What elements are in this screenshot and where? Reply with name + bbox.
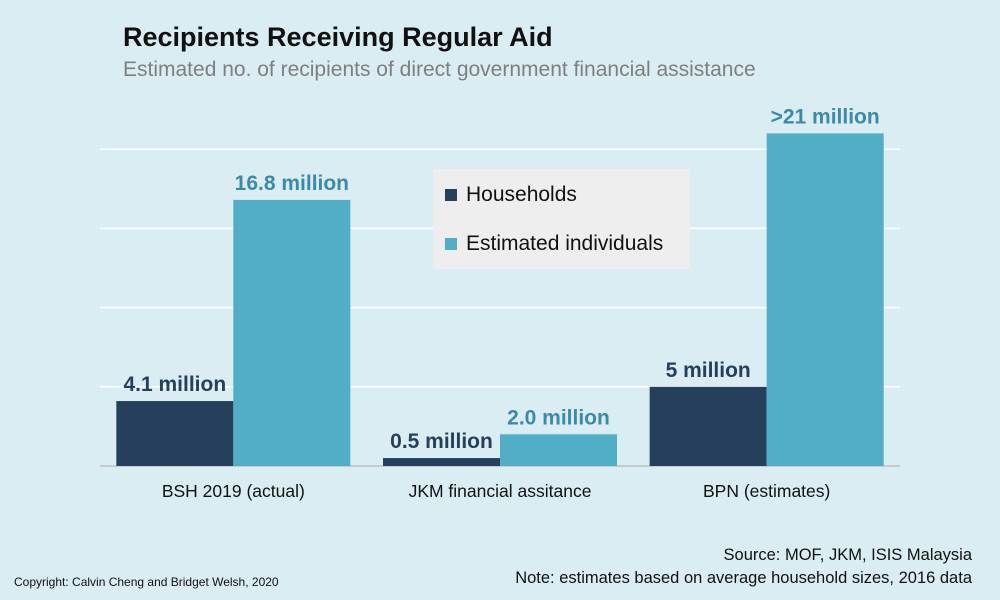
legend-label-households: Households (466, 183, 577, 206)
data-label: >21 million (771, 105, 880, 128)
bar-individuals (500, 434, 617, 466)
x-tick-label: BSH 2019 (actual) (162, 481, 305, 501)
chart-title: Recipients Receiving Regular Aid (123, 22, 553, 52)
bar-households (383, 458, 500, 466)
chart-subtitle: Estimated no. of recipients of direct go… (123, 58, 756, 81)
source-note: Source: MOF, JKM, ISIS Malaysia Note: es… (515, 544, 972, 590)
x-tick-label: JKM financial assitance (409, 481, 592, 501)
legend-swatch-individuals (445, 238, 457, 250)
note-text: Note: estimates based on average househo… (515, 569, 972, 587)
legend-item-households: Households (445, 183, 577, 207)
data-label: 16.8 million (235, 172, 349, 195)
data-label: 0.5 million (390, 430, 493, 453)
bar-individuals (766, 133, 884, 467)
bar-individuals (233, 199, 351, 466)
legend-item-individuals: Estimated individuals (445, 232, 663, 256)
data-label: 5 million (666, 359, 751, 382)
data-label: 4.1 million (123, 373, 226, 396)
legend-label-individuals: Estimated individuals (466, 232, 664, 255)
bar-households (116, 401, 234, 466)
legend: Households Estimated individuals (433, 169, 690, 269)
data-label: 2.0 million (507, 406, 610, 429)
bar-households (649, 386, 767, 466)
legend-swatch-households (445, 189, 457, 201)
copyright-text: Copyright: Calvin Cheng and Bridget Wels… (14, 575, 279, 589)
x-tick-label: BPN (estimates) (703, 481, 830, 501)
source-text: Source: MOF, JKM, ISIS Malaysia (723, 546, 972, 564)
